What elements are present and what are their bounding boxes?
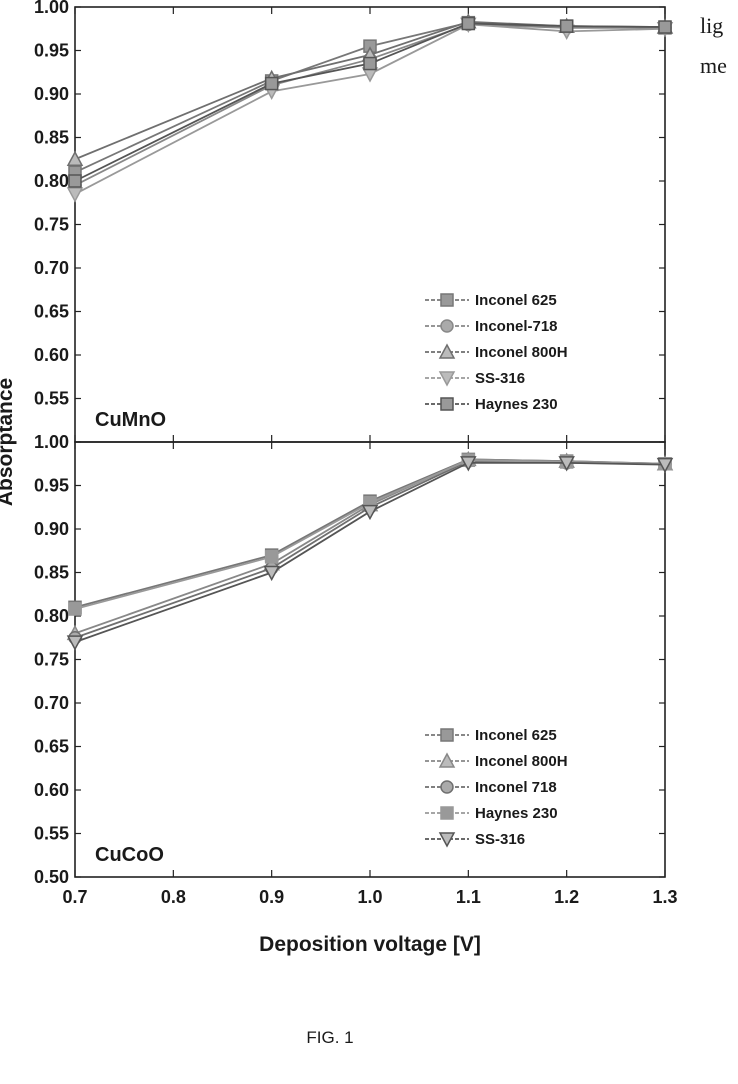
y-tick-label: 0.90: [34, 519, 69, 539]
legend-marker: [441, 398, 453, 410]
y-tick-label: 0.70: [34, 258, 69, 278]
legend-entry: Inconel 718: [475, 779, 557, 796]
data-point: [363, 506, 377, 519]
legend-entry: Inconel 800H: [475, 753, 568, 770]
x-tick-label: 0.7: [62, 887, 87, 907]
legend-marker: [441, 320, 453, 332]
series-line: [75, 463, 665, 642]
y-tick-label: 0.90: [34, 84, 69, 104]
y-tick-label: 0.95: [34, 476, 69, 496]
data-point: [266, 551, 278, 563]
series-1: [69, 17, 671, 179]
y-tick-label: 0.60: [34, 345, 69, 365]
panel-label: CuCoO: [95, 844, 164, 866]
y-tick-label: 0.65: [34, 737, 69, 757]
y-axis-label: Absorptance: [0, 378, 17, 506]
chart-panel-1: 0.55 0.60 0.65 0.70 0.75 0.80 0.85 0.90 0.95 1.00…: [34, 0, 672, 442]
y-tick-label: 0.50: [34, 867, 69, 887]
y-tick-label: 0.75: [34, 650, 69, 670]
figure-caption: FIG. 1: [306, 1028, 353, 1047]
data-point: [462, 18, 474, 30]
series-5: [68, 457, 672, 649]
data-point: [364, 58, 376, 70]
data-point: [561, 20, 573, 32]
data-point: [659, 21, 671, 33]
chart-panels: 0.550.600.650.700.750.800.850.900.951.00…: [34, 0, 678, 907]
series-1: [69, 453, 671, 613]
legend: Inconel 625 Inconel 800H Inconel 718 Haynes…: [425, 727, 568, 848]
panel-label: CuMnO: [95, 409, 166, 431]
x-axis-label: Deposition voltage [V]: [259, 933, 481, 956]
y-tick-label: 0.95: [34, 41, 69, 61]
y-tick-label: 0.80: [34, 171, 69, 191]
x-tick-label: 1.1: [456, 887, 481, 907]
legend: Inconel 625 Inconel-718 Inconel 800H SS-316…: [425, 292, 568, 413]
legend-entry: Inconel 800H: [475, 344, 568, 361]
y-tick-label: 0.55: [34, 389, 69, 409]
y-tick-label: 0.85: [34, 563, 69, 583]
series-3: [69, 455, 671, 644]
data-point: [69, 175, 81, 187]
series-4: [69, 454, 671, 615]
y-tick-label: 0.65: [34, 302, 69, 322]
legend-entry: Haynes 230: [475, 396, 558, 413]
y-tick-label: 0.60: [34, 780, 69, 800]
data-point: [265, 567, 279, 580]
data-point: [68, 152, 82, 165]
x-tick-label: 1.3: [652, 887, 677, 907]
legend-marker: [441, 807, 453, 819]
side-text-line-1: lig: [700, 13, 723, 38]
legend-entry: Inconel-718: [475, 318, 558, 335]
x-tick-label: 1.0: [357, 887, 382, 907]
y-tick-label: 0.55: [34, 824, 69, 844]
x-tick-label: 0.9: [259, 887, 284, 907]
chart-panel-2: 0.50 0.55 0.60 0.65 0.70 0.75 0.80 0.85 0.90 0.95…: [34, 432, 678, 907]
y-tick-label: 0.80: [34, 606, 69, 626]
y-tick-label: 0.75: [34, 215, 69, 235]
x-tick-label: 0.8: [161, 887, 186, 907]
legend-entry: Inconel 625: [475, 292, 557, 309]
data-point: [266, 78, 278, 90]
legend-entry: SS-316: [475, 831, 525, 848]
legend-entry: SS-316: [475, 370, 525, 387]
y-tick-label: 1.00: [34, 432, 69, 452]
legend-marker: [441, 781, 453, 793]
legend-marker: [441, 294, 453, 306]
data-point: [68, 636, 82, 649]
y-tick-label: 0.85: [34, 128, 69, 148]
x-tick-label: 1.2: [554, 887, 579, 907]
legend-entry: Haynes 230: [475, 805, 558, 822]
side-text-line-2: me: [700, 53, 727, 78]
series-line: [75, 460, 665, 609]
legend-entry: Inconel 625: [475, 727, 557, 744]
y-tick-label: 1.00: [34, 0, 69, 17]
legend-marker: [441, 729, 453, 741]
data-point: [69, 603, 81, 615]
series-2: [68, 452, 672, 639]
data-point: [68, 188, 82, 201]
y-tick-label: 0.70: [34, 693, 69, 713]
